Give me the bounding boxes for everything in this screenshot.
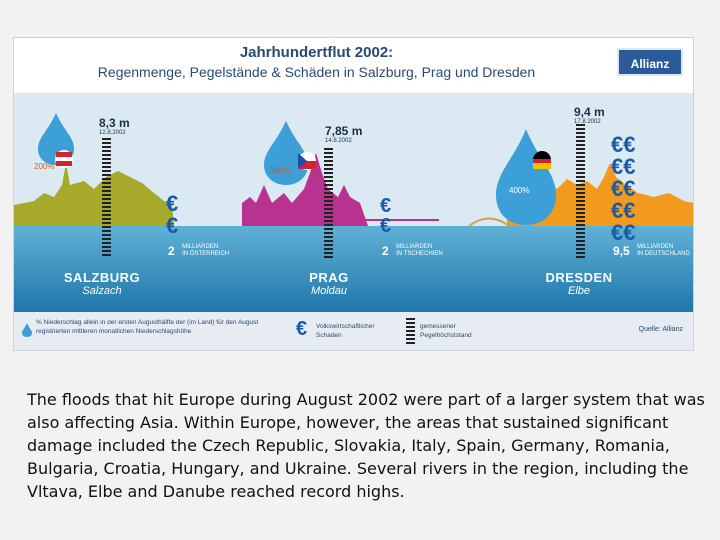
salzburg-level-date: 12.8.2002 (99, 130, 126, 136)
caption-text: The floods that hit Europe during August… (27, 390, 705, 501)
scene-illustration (14, 113, 693, 227)
dresden-level-value: 9,4 m (574, 105, 605, 119)
allianz-logo: Allianz (617, 48, 683, 76)
salzburg-damage-value: 2 (168, 244, 175, 258)
infographic-subtitle: Regenmenge, Pegelstände & Schäden in Sal… (97, 64, 536, 80)
dresden-river: Elbe (567, 285, 591, 297)
dresden-level: 9,4 m 17.8.2002 (574, 105, 605, 125)
salzburg-damage: 2 MILLIARDEN IN ÖSTERREICH (168, 242, 229, 260)
legend: % Niederschlag allein in der ersten Augu… (14, 312, 693, 350)
prag-skyline (242, 153, 368, 226)
legend-euro-text: Volkswirtschaftlicher Schaden (316, 323, 375, 339)
prag-label: PRAG Moldau (284, 270, 374, 297)
source-label: Quelle: Allianz (638, 326, 683, 333)
germany-flag-icon (533, 151, 551, 169)
salzburg-gauge (102, 138, 111, 258)
salzburg-skyline (14, 163, 174, 226)
dresden-gauge (576, 124, 585, 258)
prag-euro-icon: € € (380, 195, 392, 237)
czech-flag-icon (298, 152, 316, 170)
prag-level: 7,85 m 14.8.2002 (325, 124, 362, 144)
prag-level-date: 14.8.2002 (325, 138, 352, 144)
legend-drop-text: % Niederschlag allein in der ersten Augu… (36, 319, 259, 335)
prag-damage-unit: MILLIARDEN (396, 243, 433, 250)
prag-precip-pct: 300% (270, 166, 291, 175)
river-water (14, 226, 693, 312)
dresden-name: DRESDEN (545, 270, 613, 285)
salzburg-precip-pct: 200% (34, 162, 55, 171)
dresden-damage: 9,5 MILLIARDEN IN DEUTSCHLAND (613, 242, 690, 260)
flood-infographic: Jahrhundertflut 2002: Regenmenge, Pegels… (13, 37, 694, 351)
prag-level-value: 7,85 m (325, 124, 363, 138)
salzburg-damage-unit: MILLIARDEN (182, 243, 219, 250)
logo-text: Allianz (630, 57, 670, 71)
legend-gauge-text: gemessener Pegelhöchststand (420, 323, 472, 339)
prag-gauge (324, 148, 333, 258)
salzburg-damage-country: IN ÖSTERREICH (182, 250, 230, 257)
salzburg-river: Salzach (82, 285, 122, 297)
salzburg-name: SALZBURG (63, 270, 141, 285)
prag-drop-icon (264, 121, 308, 185)
dresden-damage-country: IN DEUTSCHLAND (637, 250, 690, 257)
legend-euro-icon: € (296, 318, 308, 340)
salzburg-level-value: 8,3 m (99, 116, 130, 130)
salzburg-euro-icon: € € (166, 191, 179, 238)
prag-damage-country: IN TSCHECHIEN (396, 250, 443, 257)
salzburg-label: SALZBURG Salzach (54, 270, 150, 297)
legend-gauge-icon (406, 318, 415, 344)
dresden-label: DRESDEN Elbe (534, 270, 624, 297)
infographic-title: Jahrhundertflut 2002: (239, 44, 394, 61)
dresden-skyline (507, 163, 693, 226)
dresden-drop-icon (496, 129, 556, 225)
dresden-precip-pct: 400% (509, 186, 530, 195)
dresden-damage-unit: MILLIARDEN (637, 243, 674, 250)
prag-damage-value: 2 (382, 244, 389, 258)
austria-flag-icon (55, 150, 73, 168)
prag-damage: 2 MILLIARDEN IN TSCHECHIEN (382, 242, 443, 260)
legend-drop-icon (22, 323, 32, 337)
dresden-euro-icon: €€ €€ €€ €€ €€ (611, 132, 636, 245)
prag-name: PRAG (309, 270, 349, 285)
dresden-damage-value: 9,5 (613, 244, 630, 258)
dresden-level-date: 17.8.2002 (574, 119, 601, 125)
prag-river: Moldau (310, 285, 348, 297)
salzburg-level: 8,3 m 12.8.2002 (99, 116, 130, 136)
